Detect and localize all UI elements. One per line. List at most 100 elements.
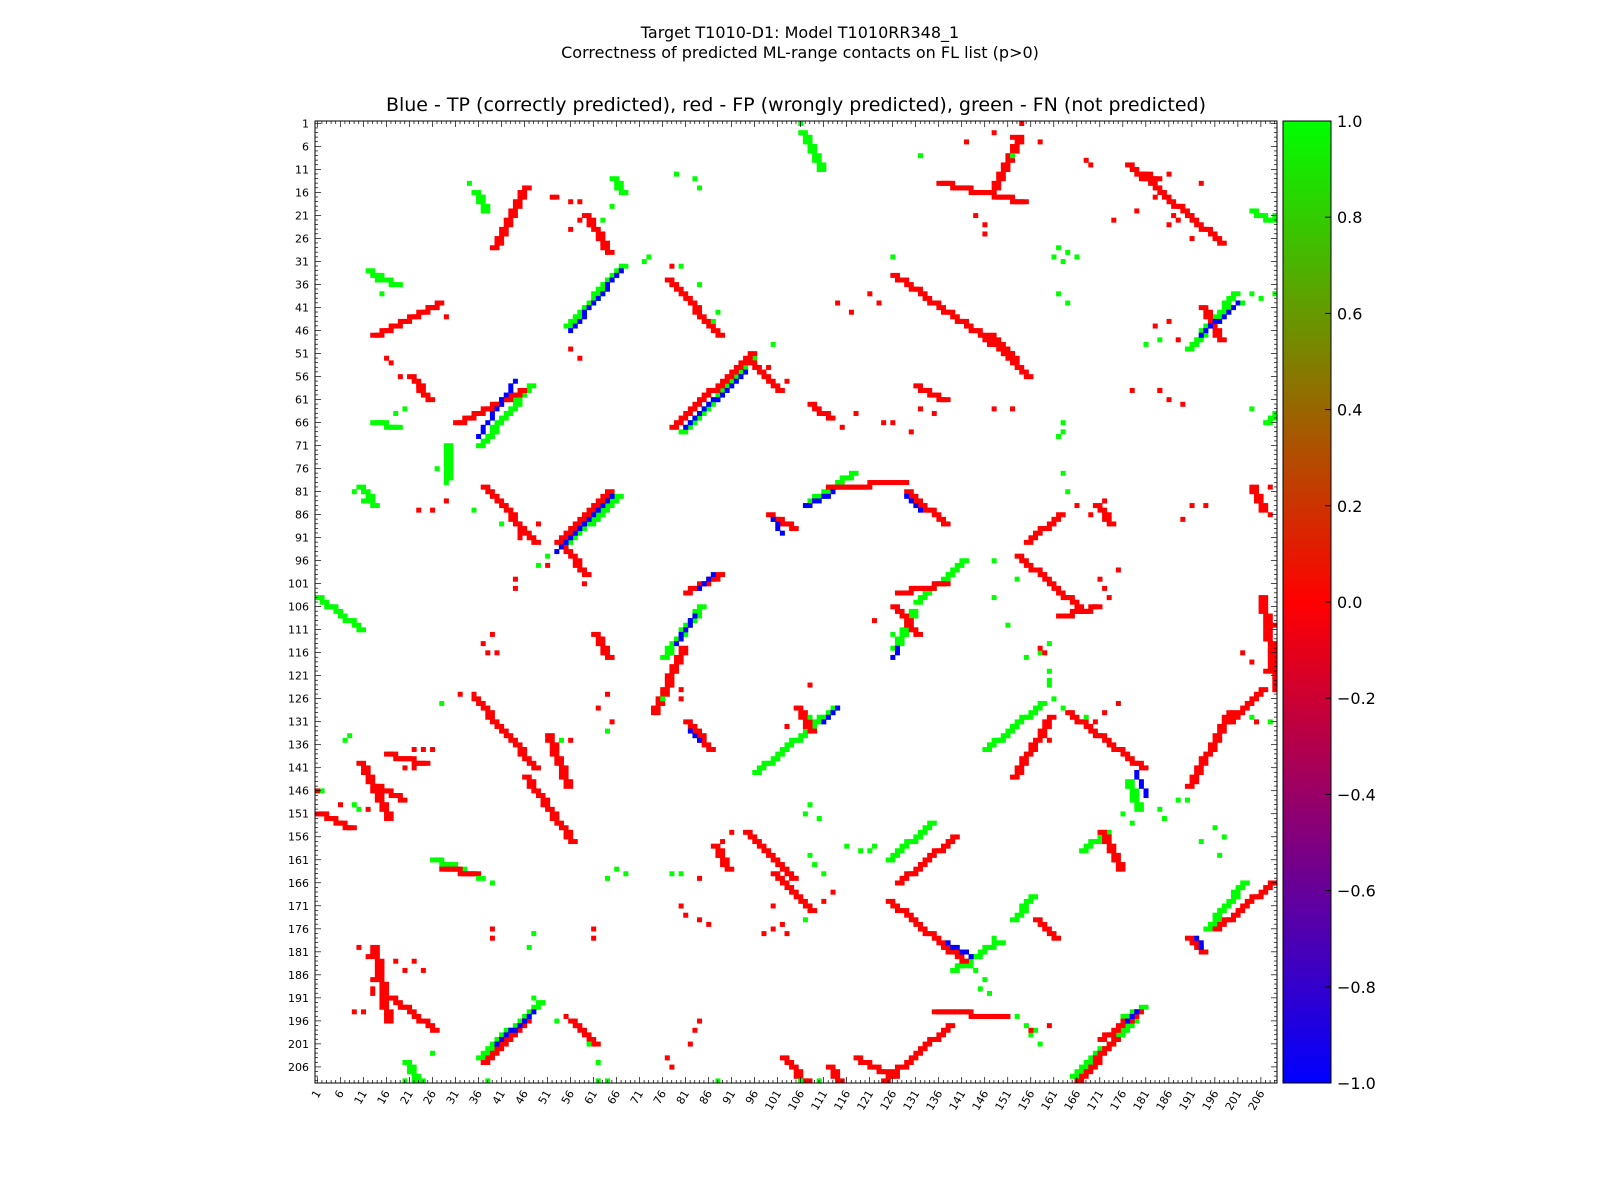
contact-cell-fp	[789, 871, 795, 877]
y-tick-label: 36	[295, 278, 309, 291]
contact-cell-fp	[996, 180, 1002, 186]
x-tick-label: 11	[352, 1088, 370, 1107]
contact-cell-fp	[701, 318, 707, 324]
contact-cell-fp	[1263, 599, 1269, 605]
contact-cell-fn	[917, 599, 923, 605]
contact-cell-fp	[351, 825, 357, 831]
colorbar-tick-label: 0.8	[1337, 208, 1362, 227]
contact-cell-fp	[697, 314, 703, 320]
contact-cell-fn	[1074, 1069, 1080, 1075]
contact-cell-fp	[563, 829, 569, 835]
contact-cell-fp	[876, 300, 882, 306]
contact-cell-fn	[591, 295, 597, 301]
contact-cell-fn	[1005, 733, 1011, 739]
contact-cell-tp	[697, 737, 703, 743]
contact-cell-fp	[710, 746, 716, 752]
contact-cell-fp	[1088, 608, 1094, 614]
contact-cell-fn	[917, 829, 923, 835]
contact-cell-fp	[835, 484, 841, 490]
contact-cell-fp	[416, 1018, 422, 1024]
contact-cell-fn	[1014, 576, 1020, 582]
contact-cell-fn	[802, 811, 808, 817]
contact-cell-fp	[549, 816, 555, 822]
contact-cell-fn	[443, 443, 449, 449]
contact-cell-fn	[816, 162, 822, 168]
contact-cell-fp	[839, 424, 845, 430]
contact-cell-fn	[489, 429, 495, 435]
contact-cell-fn	[761, 765, 767, 771]
contact-cell-fp	[959, 1009, 965, 1015]
contact-cell-fn	[370, 493, 376, 499]
contact-cell-fp	[508, 213, 514, 219]
contact-cell-fp	[558, 774, 564, 780]
contact-cell-fp	[1189, 774, 1195, 780]
contact-cell-fp	[1111, 848, 1117, 854]
contact-cell-fn	[816, 719, 822, 725]
contact-cell-fn	[614, 180, 620, 186]
contact-cell-fp	[1092, 1059, 1098, 1065]
contact-cell-fn	[1000, 737, 1006, 743]
contact-cell-fp	[1019, 199, 1025, 205]
contact-cell-fn	[692, 608, 698, 614]
contact-cell-fp	[950, 309, 956, 315]
contact-cell-fn	[1046, 668, 1052, 674]
contact-cell-fp	[940, 516, 946, 522]
contact-cell-fn	[512, 397, 518, 403]
contact-cell-fp	[1217, 921, 1223, 927]
contact-cell-fp	[917, 291, 923, 297]
contact-cell-fp	[940, 180, 946, 186]
contact-cell-fp	[747, 351, 753, 357]
contact-cell-fp	[940, 397, 946, 403]
contact-cell-fp	[351, 1009, 357, 1015]
contact-cell-fn	[1005, 728, 1011, 734]
contact-cell-fp	[1046, 521, 1052, 527]
contact-cell-fp	[1010, 355, 1016, 361]
contact-cell-fn	[1235, 885, 1241, 891]
contact-cell-fn	[812, 723, 818, 729]
contact-cell-fp	[1263, 885, 1269, 891]
contact-cell-fp	[812, 406, 818, 412]
contact-cell-fp	[752, 360, 758, 366]
contact-cell-fp	[1166, 171, 1172, 177]
contact-cell-fp	[600, 245, 606, 251]
contact-cell-fp	[517, 751, 523, 757]
contact-cell-fp	[940, 1027, 946, 1033]
contact-cell-fp	[1194, 779, 1200, 785]
contact-cell-fp	[1258, 889, 1264, 895]
contact-cell-fp	[890, 903, 896, 909]
contact-cell-fn	[351, 489, 357, 495]
contact-cell-fn	[802, 130, 808, 136]
contact-cell-fp	[1010, 148, 1016, 154]
contact-cell-fp	[554, 820, 560, 826]
contact-cell-fp	[535, 788, 541, 794]
contact-cell-fp	[950, 949, 956, 955]
contact-cell-fn	[802, 728, 808, 734]
contact-cell-fp	[466, 871, 472, 877]
contact-cell-fn	[1014, 719, 1020, 725]
contact-cell-fp	[1019, 558, 1025, 564]
contact-cell-fp	[411, 378, 417, 384]
contact-cell-fp	[1203, 226, 1209, 232]
contact-cell-fp	[733, 369, 739, 375]
contact-cell-fp	[922, 387, 928, 393]
contact-cell-fp	[655, 700, 661, 706]
contact-cell-fp	[973, 213, 979, 219]
contact-cell-fp	[697, 581, 703, 587]
contact-cell-fp	[1184, 783, 1190, 789]
contact-cell-fp	[1189, 217, 1195, 223]
contact-cell-fp	[1028, 746, 1034, 752]
contact-cell-fn	[1221, 908, 1227, 914]
contact-cell-fp	[568, 346, 574, 352]
y-tick-label: 1	[302, 117, 309, 130]
contact-cell-fp	[655, 696, 661, 702]
contact-cell-fp	[651, 705, 657, 711]
contact-cell-fn	[890, 631, 896, 637]
contact-cell-fp	[499, 503, 505, 509]
contact-cell-fp	[1180, 203, 1186, 209]
contact-cell-fp	[577, 521, 583, 527]
contact-cell-fp	[835, 300, 841, 306]
contact-cell-fn	[812, 493, 818, 499]
contact-cell-fp	[894, 277, 900, 283]
contact-cell-tp	[568, 535, 574, 541]
contact-cell-fp	[1111, 746, 1117, 752]
